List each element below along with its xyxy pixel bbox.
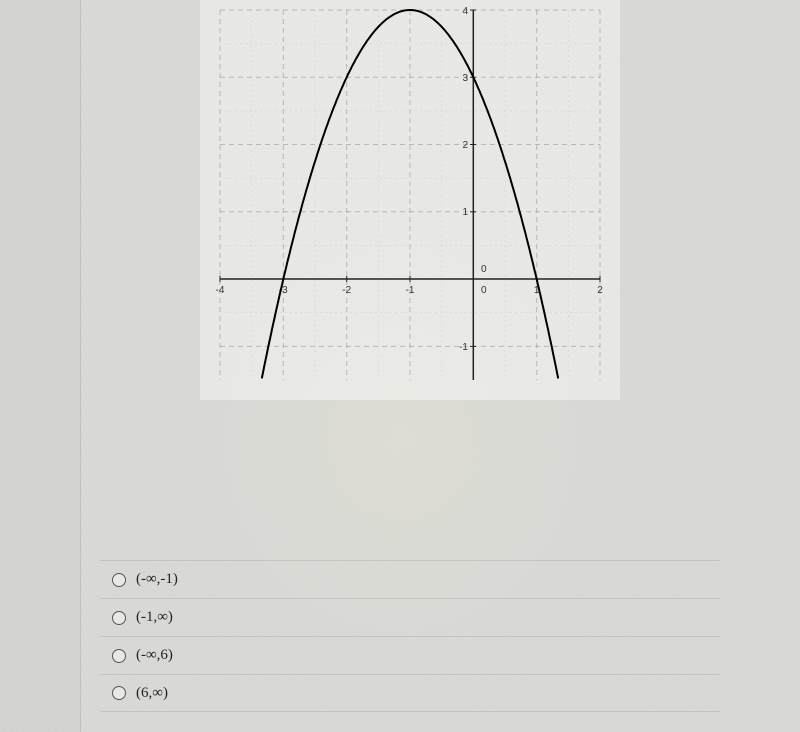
option-label: (6,∞) [136, 685, 168, 702]
y-tick-3: 3 [462, 73, 468, 84]
option-label: (-1,∞) [136, 609, 173, 626]
origin-label-bottom: 0 [481, 285, 487, 296]
radio-icon[interactable] [112, 611, 126, 625]
x-tick-2: 2 [597, 285, 603, 296]
x-tick-neg2: -2 [342, 285, 351, 296]
option-b[interactable]: (-1,∞) [100, 598, 720, 636]
y-tick-1: 1 [462, 207, 468, 218]
option-d[interactable]: (6,∞) [100, 674, 720, 712]
origin-label-top: 0 [481, 264, 487, 275]
radio-icon[interactable] [112, 573, 126, 587]
parabola-chart: -4 -3 -2 -1 1 2 0 0 4 3 2 1 -1 [200, 0, 620, 400]
option-c[interactable]: (-∞,6) [100, 636, 720, 674]
left-divider [80, 0, 81, 732]
y-tick-2: 2 [462, 140, 468, 151]
x-tick-neg4: -4 [216, 285, 225, 296]
y-tick-4: 4 [462, 6, 468, 17]
answer-options: (-∞,-1) (-1,∞) (-∞,6) (6,∞) [100, 560, 720, 712]
radio-icon[interactable] [112, 649, 126, 663]
x-tick-neg1: -1 [406, 285, 415, 296]
radio-icon[interactable] [112, 686, 126, 700]
y-tick-neg1: -1 [459, 342, 468, 353]
option-a[interactable]: (-∞,-1) [100, 560, 720, 598]
chart-svg: -4 -3 -2 -1 1 2 0 0 4 3 2 1 -1 [200, 0, 620, 400]
option-label: (-∞,6) [136, 647, 173, 664]
option-label: (-∞,-1) [136, 571, 178, 588]
